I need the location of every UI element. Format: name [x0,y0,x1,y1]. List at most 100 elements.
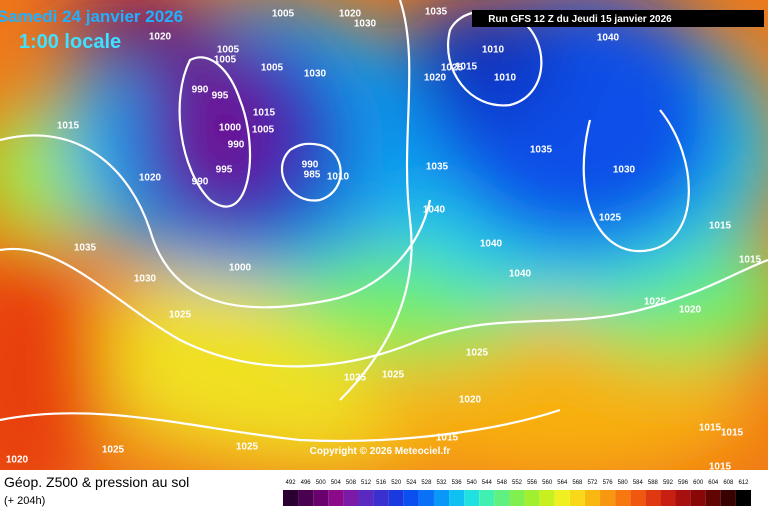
scale-label: 564 [557,480,568,486]
isobar-label: 995 [216,165,233,176]
local-time: 1:00 locale [19,31,121,53]
scale-swatch [524,490,540,506]
scale-swatch [358,490,374,506]
scale-swatch [615,490,631,506]
scale-label: 576 [603,480,614,486]
scale-label: 556 [527,480,538,486]
legend-lead: (+ 204h) [4,495,45,507]
isobar-label: 990 [302,160,319,171]
scale-swatch [328,490,344,506]
isobar-label: 1020 [339,9,362,20]
scale-swatch [479,490,495,506]
isobar-label: 1015 [709,221,732,232]
scale-swatch [660,490,676,506]
isobar-label: 1000 [219,123,242,134]
scale-label: 604 [708,480,719,486]
scale-label: 548 [497,480,508,486]
scale-label: 512 [361,480,372,486]
scale-swatch [283,490,299,506]
isobar [280,142,342,202]
scale-label: 592 [663,480,674,486]
scale-swatch [705,490,721,506]
scale-swatch [675,490,691,506]
scale-label: 560 [542,480,553,486]
isobar-label: 990 [192,177,209,188]
isobar-label: 1020 [139,173,162,184]
isobar-label: 990 [192,85,209,96]
scale-label: 540 [467,480,478,486]
copyright: Copyright © 2026 Meteociel.fr [310,446,451,457]
isobar-label: 985 [304,170,321,181]
isobar [582,109,690,253]
scale-swatch [539,490,555,506]
isobar-label: 1020 [679,305,702,316]
scale-label: 524 [406,480,417,486]
isobar-label: 1015 [455,62,478,73]
scale-label: 532 [437,480,448,486]
isobar-label: 1025 [441,63,464,74]
scale-swatch [449,490,465,506]
scale-swatch [373,490,389,506]
isobar-label: 1015 [436,433,459,444]
isobar-label: 1015 [57,121,80,132]
scale-swatch [388,490,404,506]
isobar-labels: 1005 102010301035102010051005100510301010… [6,7,762,473]
scale-swatch [403,490,419,506]
isobar-label: 1035 [426,162,449,173]
isobar-label: 1005 [252,125,275,136]
scale-swatch [343,490,359,506]
scale-swatch [464,490,480,506]
isobar-label: 1015 [739,255,762,266]
isobar-label: 1025 [344,373,367,384]
isobar-label: 1030 [613,165,636,176]
isobar-label: 1030 [134,274,157,285]
isobar-label: 1025 [236,442,259,453]
isobar-label: 1015 [253,108,276,119]
scale-label: 608 [723,480,734,486]
scale-swatch [313,490,329,506]
isobar-label: 1025 [599,213,622,224]
isobar-label: 1010 [327,172,350,183]
run-info: Run GFS 12 Z du Jeudi 15 janvier 2026 [488,14,672,25]
valid-date: Samedi 24 janvier 2026 [0,7,183,26]
isobar-label: 1040 [480,239,503,250]
isobar-label: 1015 [709,462,732,473]
run-box [472,10,764,27]
isobar-label: 1025 [644,297,667,308]
scale-label: 520 [391,480,402,486]
isobar-label: 1040 [509,269,532,280]
isobar [0,247,768,368]
isobar-label: 1035 [74,243,97,254]
isobar-label: 990 [228,140,245,151]
isobar-label: 1025 [169,310,192,321]
scale-swatch [554,490,570,506]
scale-swatch [418,490,434,506]
scale-swatch [600,490,616,506]
scale-label: 580 [618,480,629,486]
isobar-label: 1005 [272,9,295,20]
scale-label: 500 [316,480,327,486]
scale-swatch [433,490,450,506]
isobar-label: 1010 [482,45,505,56]
isobar [0,408,561,443]
scale-swatch [645,490,661,506]
scale-label: 528 [421,480,432,486]
isobar-label: 1000 [229,263,252,274]
isobar-label: 1020 [459,395,482,406]
isobar-label: 1025 [102,445,125,456]
scale-label: 508 [346,480,357,486]
isobar-label: 1030 [354,19,377,30]
scale-label: 588 [648,480,659,486]
scale-label: 568 [572,480,583,486]
scale-swatch [569,490,585,506]
scale-swatch [494,490,510,506]
scale-label: 504 [331,480,342,486]
scale-label: 584 [633,480,644,486]
scale-label: 596 [678,480,689,486]
scale-swatch [720,490,736,506]
isobar [0,134,432,309]
isobar-label: 1015 [721,428,744,439]
scale-label: 516 [376,480,387,486]
